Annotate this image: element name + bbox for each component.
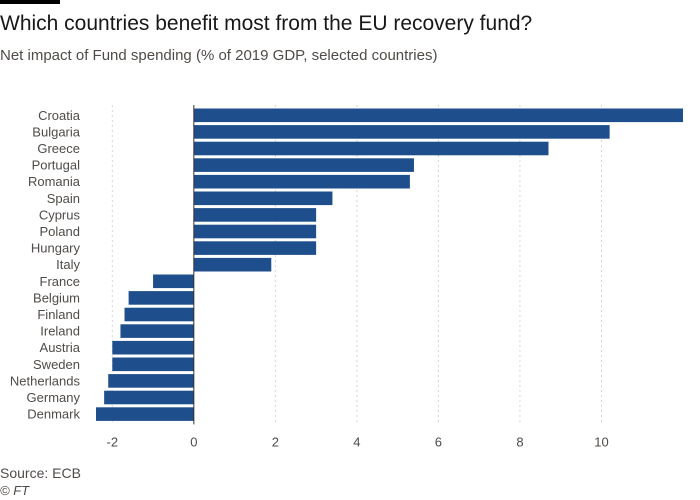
bar-italy [193,257,272,272]
category-label: Netherlands [10,373,81,388]
category-label: Hungary [31,241,81,256]
category-label: Greece [37,141,80,156]
category-label: Ireland [40,324,80,339]
category-label: Spain [47,191,80,206]
category-label: Germany [27,390,81,405]
category-label: Austria [40,340,81,355]
bar-netherlands [108,374,194,388]
bar-ireland [120,324,194,338]
bar-cyprus [193,208,317,222]
x-tick-label: 8 [516,434,523,449]
category-label: Croatia [38,108,81,123]
category-label: Portugal [32,158,81,173]
x-tick-label: 0 [190,434,197,449]
x-tick-label: 4 [353,434,360,449]
chart-title: Which countries benefit most from the EU… [0,12,533,35]
category-label: Poland [40,224,80,239]
category-label: Denmark [27,407,80,422]
x-tick-label: 6 [435,434,442,449]
bar-germany [104,390,194,405]
category-label: Finland [37,307,80,322]
category-label: Bulgaria [32,124,80,139]
category-label: Italy [56,257,80,272]
bar-denmark [96,407,194,421]
bar-bulgaria [193,125,610,139]
bar-france [153,274,194,289]
bar-poland [193,224,317,239]
x-tick-label: -2 [107,434,119,449]
category-label: Sweden [33,357,80,372]
header-accent-rule [0,0,60,4]
bar-portugal [193,158,414,172]
bar-croatia [193,108,684,123]
bar-spain [193,191,333,206]
x-tick-label: 2 [272,434,279,449]
x-tick-label: 10 [594,434,608,449]
copyright-note: © FT [0,483,30,498]
source-note: Source: ECB [0,465,81,481]
category-label: Romania [28,174,81,189]
category-label: Belgium [33,290,80,305]
chart-subtitle: Net impact of Fund spending (% of 2019 G… [0,47,438,64]
bar-belgium [128,291,194,305]
bar-romania [193,174,410,189]
bar-austria [112,340,194,355]
bar-sweden [112,357,194,372]
category-label: France [40,274,80,289]
category-label: Cyprus [39,207,81,222]
bar-greece [193,141,549,156]
bar-hungary [193,241,317,255]
bar-finland [124,307,194,322]
